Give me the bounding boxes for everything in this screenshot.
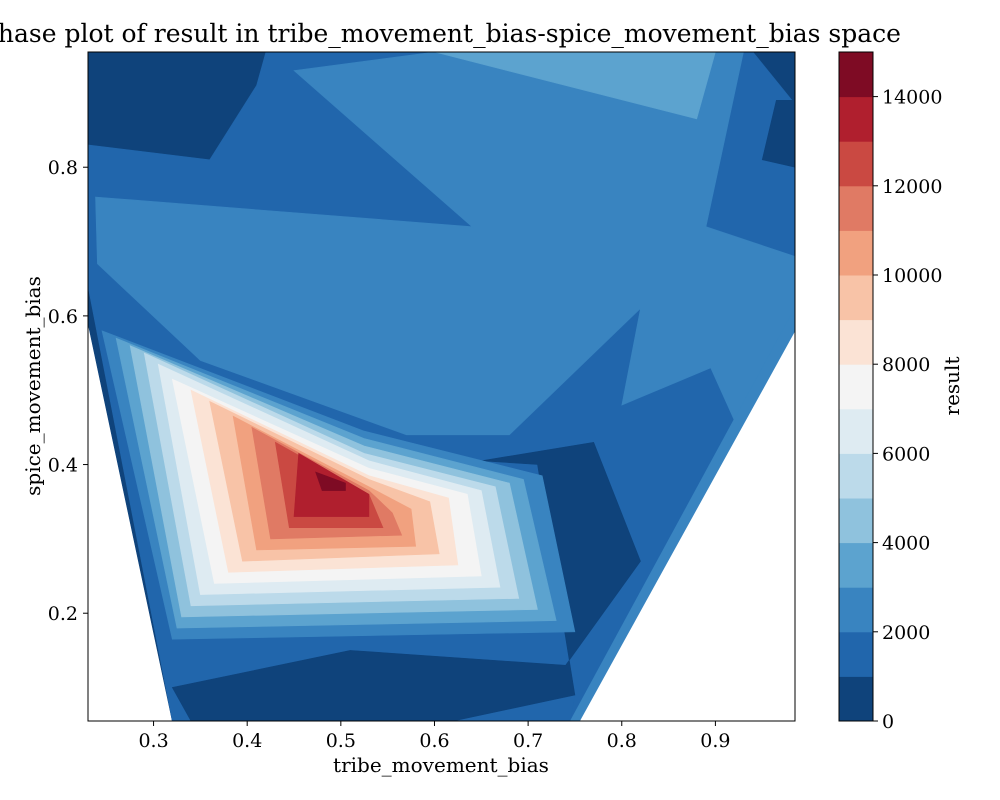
colorbar-segment bbox=[839, 676, 873, 722]
colorbar-segment bbox=[839, 52, 873, 98]
y-tick-label: 0.6 bbox=[48, 306, 78, 328]
x-tick-label: 0.3 bbox=[138, 730, 168, 752]
y-tick-label: 0.2 bbox=[48, 603, 78, 625]
y-tick-label: 0.4 bbox=[48, 455, 78, 477]
colorbar-segment bbox=[839, 542, 873, 588]
contour-band-5 bbox=[569, 315, 795, 721]
x-tick-label: 0.7 bbox=[513, 730, 543, 752]
colorbar-tick-label: 10000 bbox=[882, 265, 942, 287]
colorbar-segment bbox=[839, 319, 873, 365]
plot-area bbox=[88, 52, 795, 721]
contour-band-2 bbox=[761, 100, 795, 168]
colorbar-tick-label: 14000 bbox=[882, 87, 942, 109]
colorbar-tick-label: 2000 bbox=[882, 622, 930, 644]
colorbar-segment bbox=[839, 631, 873, 677]
colorbar-axis: 0 2000 4000 6000 8000 10000 12000 14000 bbox=[873, 87, 942, 733]
colorbar-segment bbox=[839, 364, 873, 410]
x-tick-label: 0.8 bbox=[607, 730, 637, 752]
colorbar-segment bbox=[839, 230, 873, 276]
colorbar-segment bbox=[839, 96, 873, 142]
colorbar-tick-label: 0 bbox=[882, 711, 894, 733]
x-tick-label: 0.4 bbox=[232, 730, 262, 752]
colorbar-label: result bbox=[940, 357, 964, 416]
y-axis-label: spice_movement_bias bbox=[21, 276, 45, 496]
colorbar-tick-label: 4000 bbox=[882, 533, 930, 555]
plot-frame bbox=[87, 51, 796, 722]
colorbar-segment bbox=[839, 185, 873, 231]
chart-title: Phase plot of result in tribe_movement_b… bbox=[0, 19, 901, 48]
x-axis-label: tribe_movement_bias bbox=[333, 753, 549, 777]
y-tick-label: 0.8 bbox=[48, 157, 78, 179]
colorbar-segment bbox=[839, 141, 873, 187]
colorbar-segment bbox=[839, 453, 873, 499]
colorbar-segment bbox=[839, 587, 873, 633]
colorbar-tick-label: 6000 bbox=[882, 443, 930, 465]
x-tick-label: 0.5 bbox=[326, 730, 356, 752]
colorbar-segment bbox=[839, 408, 873, 454]
colorbar bbox=[839, 52, 873, 722]
colorbar-segment bbox=[839, 498, 873, 544]
x-tick-label: 0.6 bbox=[419, 730, 449, 752]
contour-band-7 bbox=[171, 441, 641, 721]
colorbar-tick-label: 8000 bbox=[882, 354, 930, 376]
contour-band-20 bbox=[315, 471, 346, 491]
x-axis: 0.3 0.4 0.5 0.6 0.7 0.8 0.9 bbox=[138, 721, 731, 752]
colorbar-frame bbox=[838, 51, 874, 722]
contour-band-6 bbox=[434, 52, 716, 120]
colorbar-tick-label: 12000 bbox=[882, 176, 942, 198]
colorbar-segment bbox=[839, 275, 873, 321]
y-axis: 0.2 0.4 0.6 0.8 bbox=[48, 157, 88, 625]
x-tick-label: 0.9 bbox=[700, 730, 730, 752]
